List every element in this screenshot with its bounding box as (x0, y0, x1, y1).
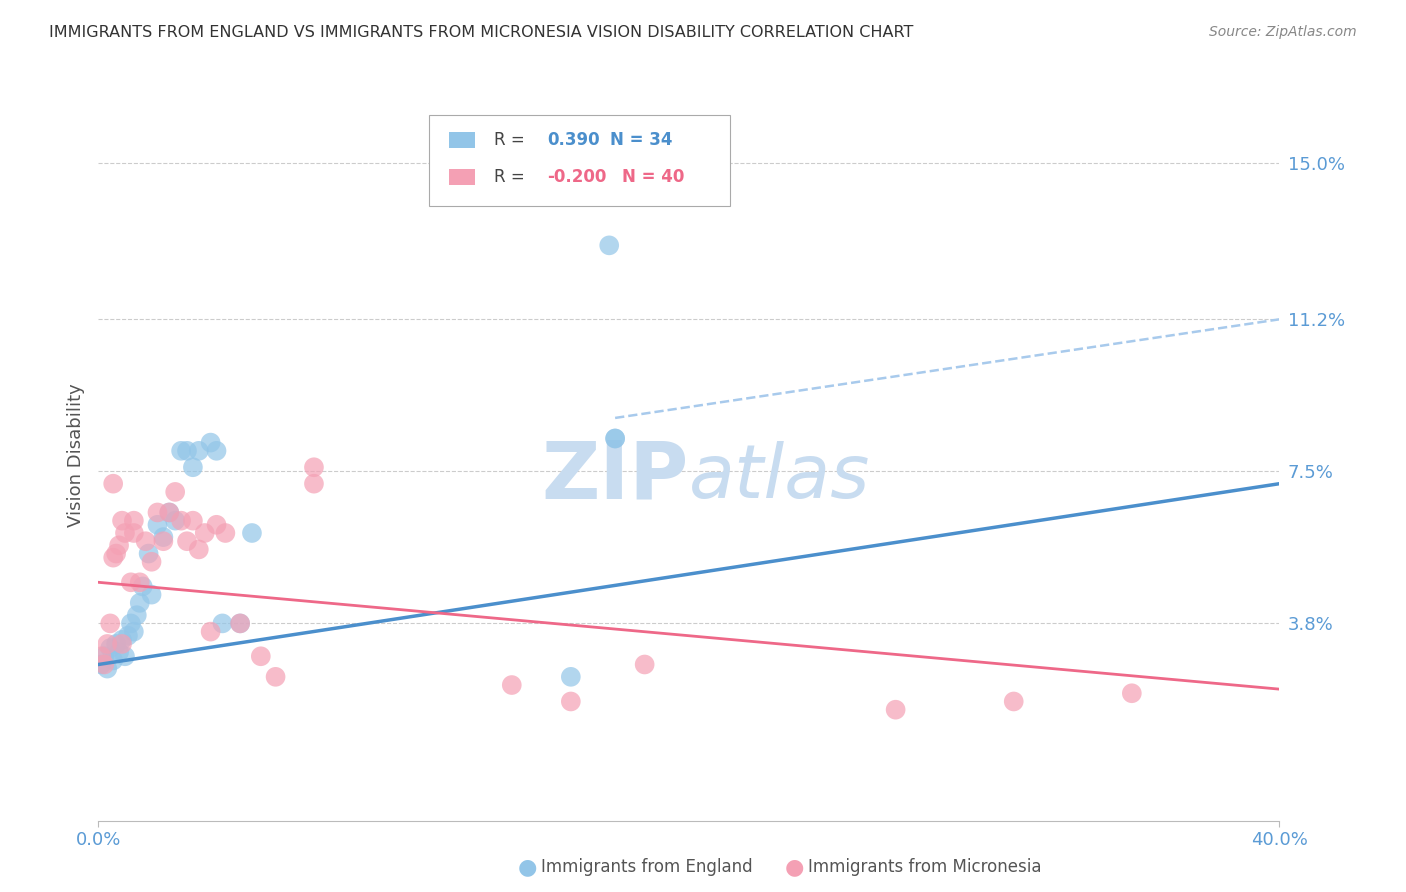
Point (211, 616, 233, 631)
Text: N = 34: N = 34 (610, 131, 672, 149)
Point (141, 555, 163, 569)
Point (103, 550, 125, 565)
Bar (449, 132, 475, 148)
Point (187, 542, 209, 557)
Point (1121, 686, 1143, 700)
Y-axis label: Vision Disability: Vision Disability (66, 383, 84, 527)
Point (105, 547, 128, 561)
Text: 0.390: 0.390 (547, 131, 600, 149)
Point (176, 534, 198, 549)
Point (114, 526, 136, 541)
Bar (449, 169, 475, 185)
Text: ZIP: ZIP (541, 438, 689, 516)
Point (128, 596, 150, 610)
Point (120, 575, 142, 590)
Point (90, 657, 112, 672)
Point (111, 637, 134, 651)
Point (103, 476, 125, 491)
Point (152, 530, 174, 544)
Point (122, 624, 145, 639)
Point (132, 579, 155, 593)
Point (93, 649, 115, 664)
Text: R =: R = (494, 168, 524, 186)
Point (122, 514, 145, 528)
Point (98, 641, 121, 656)
Point (103, 653, 125, 667)
Text: Immigrants from Micronesia: Immigrants from Micronesia (808, 858, 1042, 876)
Text: atlas: atlas (689, 441, 870, 513)
Point (214, 526, 236, 541)
Point (200, 624, 222, 639)
Point (240, 526, 263, 541)
Point (598, 238, 620, 252)
Point (98, 616, 121, 631)
Point (157, 505, 180, 519)
Point (114, 649, 136, 664)
Point (560, 694, 582, 708)
FancyBboxPatch shape (429, 115, 730, 206)
Point (176, 443, 198, 458)
Point (128, 575, 150, 590)
Point (181, 460, 204, 475)
Text: Source: ZipAtlas.com: Source: ZipAtlas.com (1209, 25, 1357, 39)
Point (93, 657, 115, 672)
Point (605, 432, 627, 446)
Point (146, 505, 169, 519)
Point (90, 649, 112, 664)
Point (302, 476, 325, 491)
Text: -0.200: -0.200 (547, 168, 606, 186)
Point (205, 443, 228, 458)
Point (200, 435, 222, 450)
Point (122, 526, 145, 541)
Point (96, 637, 118, 651)
Text: Immigrants from England: Immigrants from England (541, 858, 754, 876)
Point (105, 637, 128, 651)
Point (165, 484, 187, 499)
Point (152, 534, 174, 549)
Point (165, 514, 187, 528)
Point (146, 517, 169, 532)
Point (250, 649, 273, 664)
Point (108, 645, 131, 659)
Point (157, 505, 180, 519)
Point (125, 608, 148, 623)
Text: ●: ● (785, 857, 804, 877)
Point (111, 514, 134, 528)
Point (111, 632, 134, 647)
Point (634, 657, 657, 672)
Point (120, 616, 142, 631)
Point (138, 547, 160, 561)
Point (205, 517, 228, 532)
Point (170, 514, 193, 528)
Point (501, 678, 523, 692)
Point (187, 443, 209, 458)
Point (302, 460, 325, 475)
Point (1002, 694, 1025, 708)
Point (117, 629, 139, 643)
Point (229, 616, 252, 631)
Point (264, 670, 287, 684)
Point (96, 662, 118, 676)
Point (194, 526, 217, 541)
Text: ●: ● (517, 857, 537, 877)
Point (170, 443, 193, 458)
Point (560, 670, 582, 684)
Text: IMMIGRANTS FROM ENGLAND VS IMMIGRANTS FROM MICRONESIA VISION DISABILITY CORRELAT: IMMIGRANTS FROM ENGLAND VS IMMIGRANTS FR… (49, 25, 914, 40)
Point (229, 616, 252, 631)
Text: R =: R = (494, 131, 524, 149)
Point (181, 514, 204, 528)
Text: N = 40: N = 40 (621, 168, 683, 186)
Point (135, 534, 157, 549)
Point (108, 538, 131, 552)
Point (605, 432, 627, 446)
Point (141, 588, 163, 602)
Point (884, 703, 907, 717)
